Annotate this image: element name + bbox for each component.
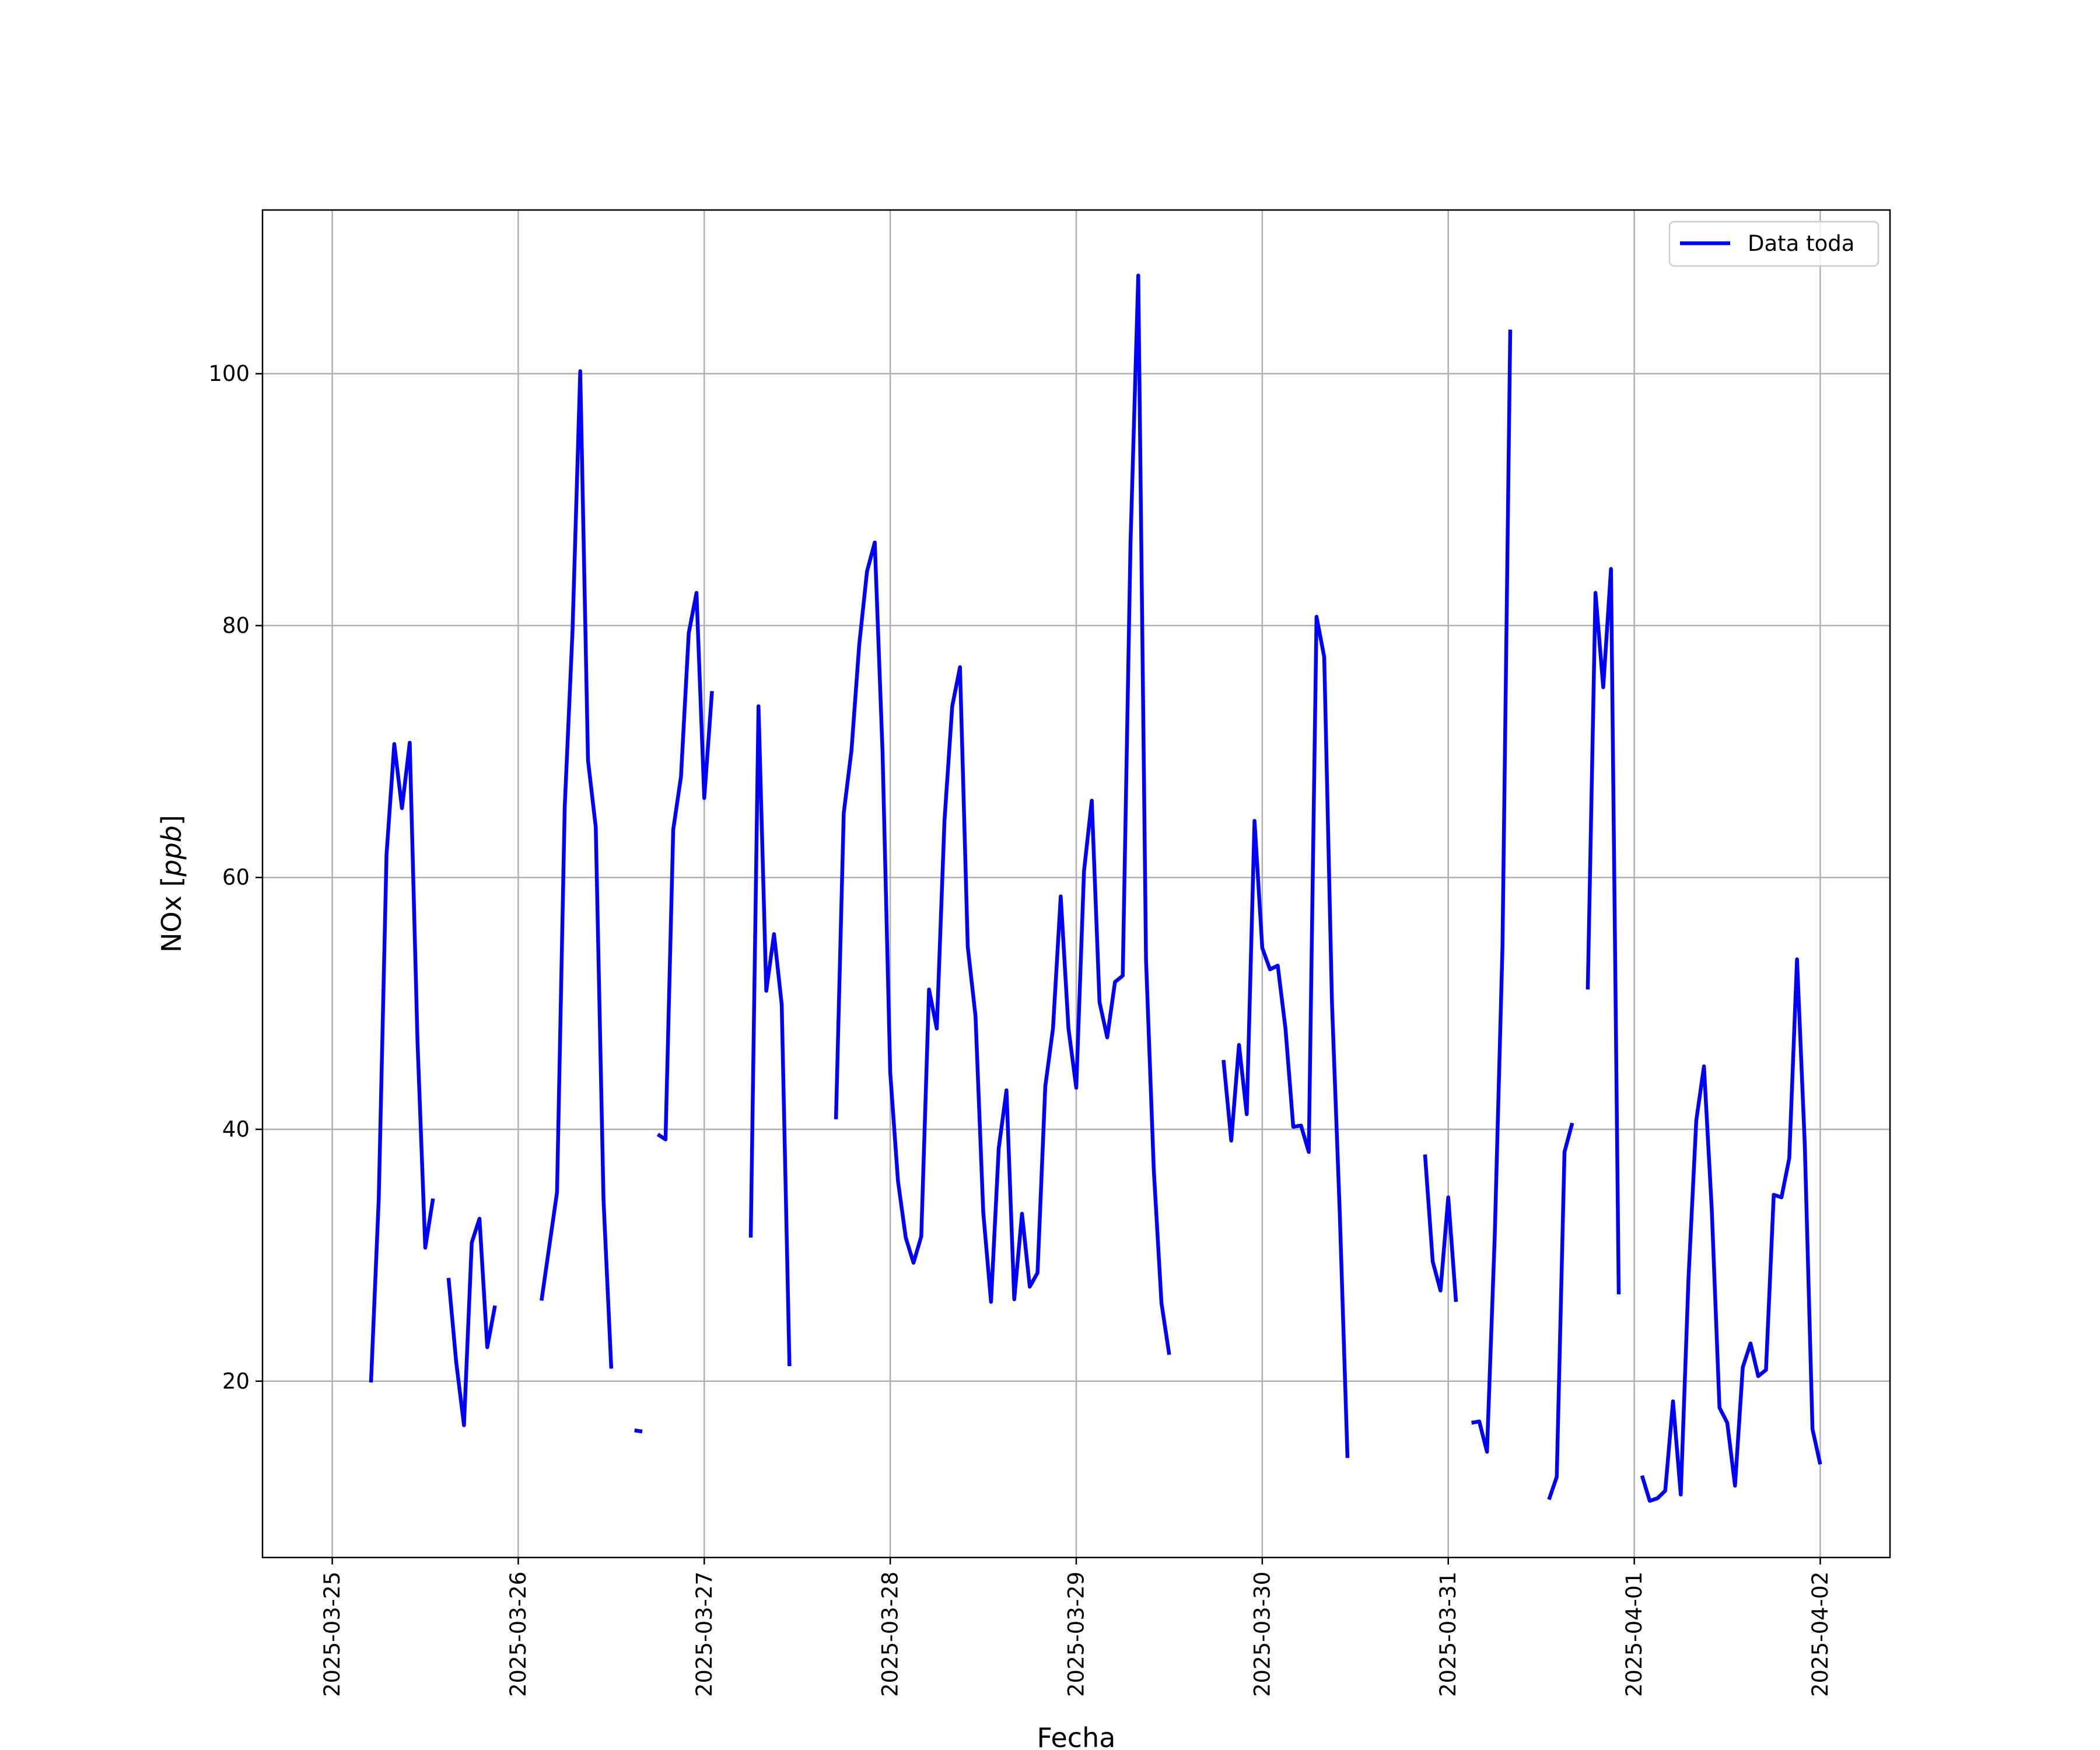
series-layer bbox=[369, 274, 1822, 1503]
y-tick-label: 20 bbox=[222, 1368, 250, 1394]
y-axis-title-end: ] bbox=[156, 815, 187, 825]
x-tick-label: 2025-04-01 bbox=[1622, 1572, 1647, 1697]
legend: Data toda bbox=[1668, 220, 1880, 267]
y-axis-ticks: 20 40 60 80 100 bbox=[208, 361, 262, 1394]
y-axis-title: NOx [ppb] bbox=[156, 815, 187, 953]
y-tick-label: 80 bbox=[222, 613, 250, 638]
legend-box bbox=[1668, 220, 1880, 267]
series-line-segment bbox=[1640, 957, 1822, 1503]
series-line-segment bbox=[540, 369, 614, 1369]
series-line-segment bbox=[1222, 615, 1350, 1458]
legend-label: Data toda bbox=[1748, 231, 1854, 256]
x-axis-title: Fecha bbox=[1037, 1722, 1116, 1750]
x-tick-label: 2025-03-26 bbox=[506, 1572, 531, 1697]
x-tick-label: 2025-03-27 bbox=[692, 1572, 717, 1697]
x-tick-label: 2025-03-28 bbox=[878, 1572, 903, 1697]
series-line-segment bbox=[369, 740, 435, 1383]
x-tick-label: 2025-04-02 bbox=[1808, 1572, 1833, 1697]
x-tick-label: 2025-03-30 bbox=[1250, 1572, 1275, 1697]
series-line-segment bbox=[834, 274, 1171, 1355]
series-line-segment bbox=[1586, 567, 1621, 1294]
x-tick-label: 2025-03-29 bbox=[1064, 1572, 1089, 1697]
y-axis-title-main: NOx [ bbox=[156, 877, 187, 953]
series-line-segment bbox=[656, 591, 714, 1142]
series-line-segment bbox=[1471, 330, 1513, 1454]
x-tick-label: 2025-03-31 bbox=[1436, 1572, 1461, 1697]
y-tick-label: 40 bbox=[222, 1116, 250, 1142]
y-axis-title-unit: ppb bbox=[156, 825, 187, 877]
series-line-segment bbox=[446, 1217, 497, 1427]
y-tick-label: 60 bbox=[222, 865, 250, 890]
y-tick-label: 100 bbox=[208, 361, 250, 386]
series-line-segment bbox=[748, 704, 792, 1366]
series-line-segment bbox=[634, 1428, 643, 1434]
series-line-segment bbox=[1423, 1154, 1458, 1302]
series-line-segment bbox=[1547, 1122, 1574, 1500]
x-axis-ticks: 2025-03-25 2025-03-26 2025-03-27 2025-03-28… bbox=[320, 1558, 1833, 1697]
x-tick-label: 2025-03-25 bbox=[320, 1572, 345, 1697]
